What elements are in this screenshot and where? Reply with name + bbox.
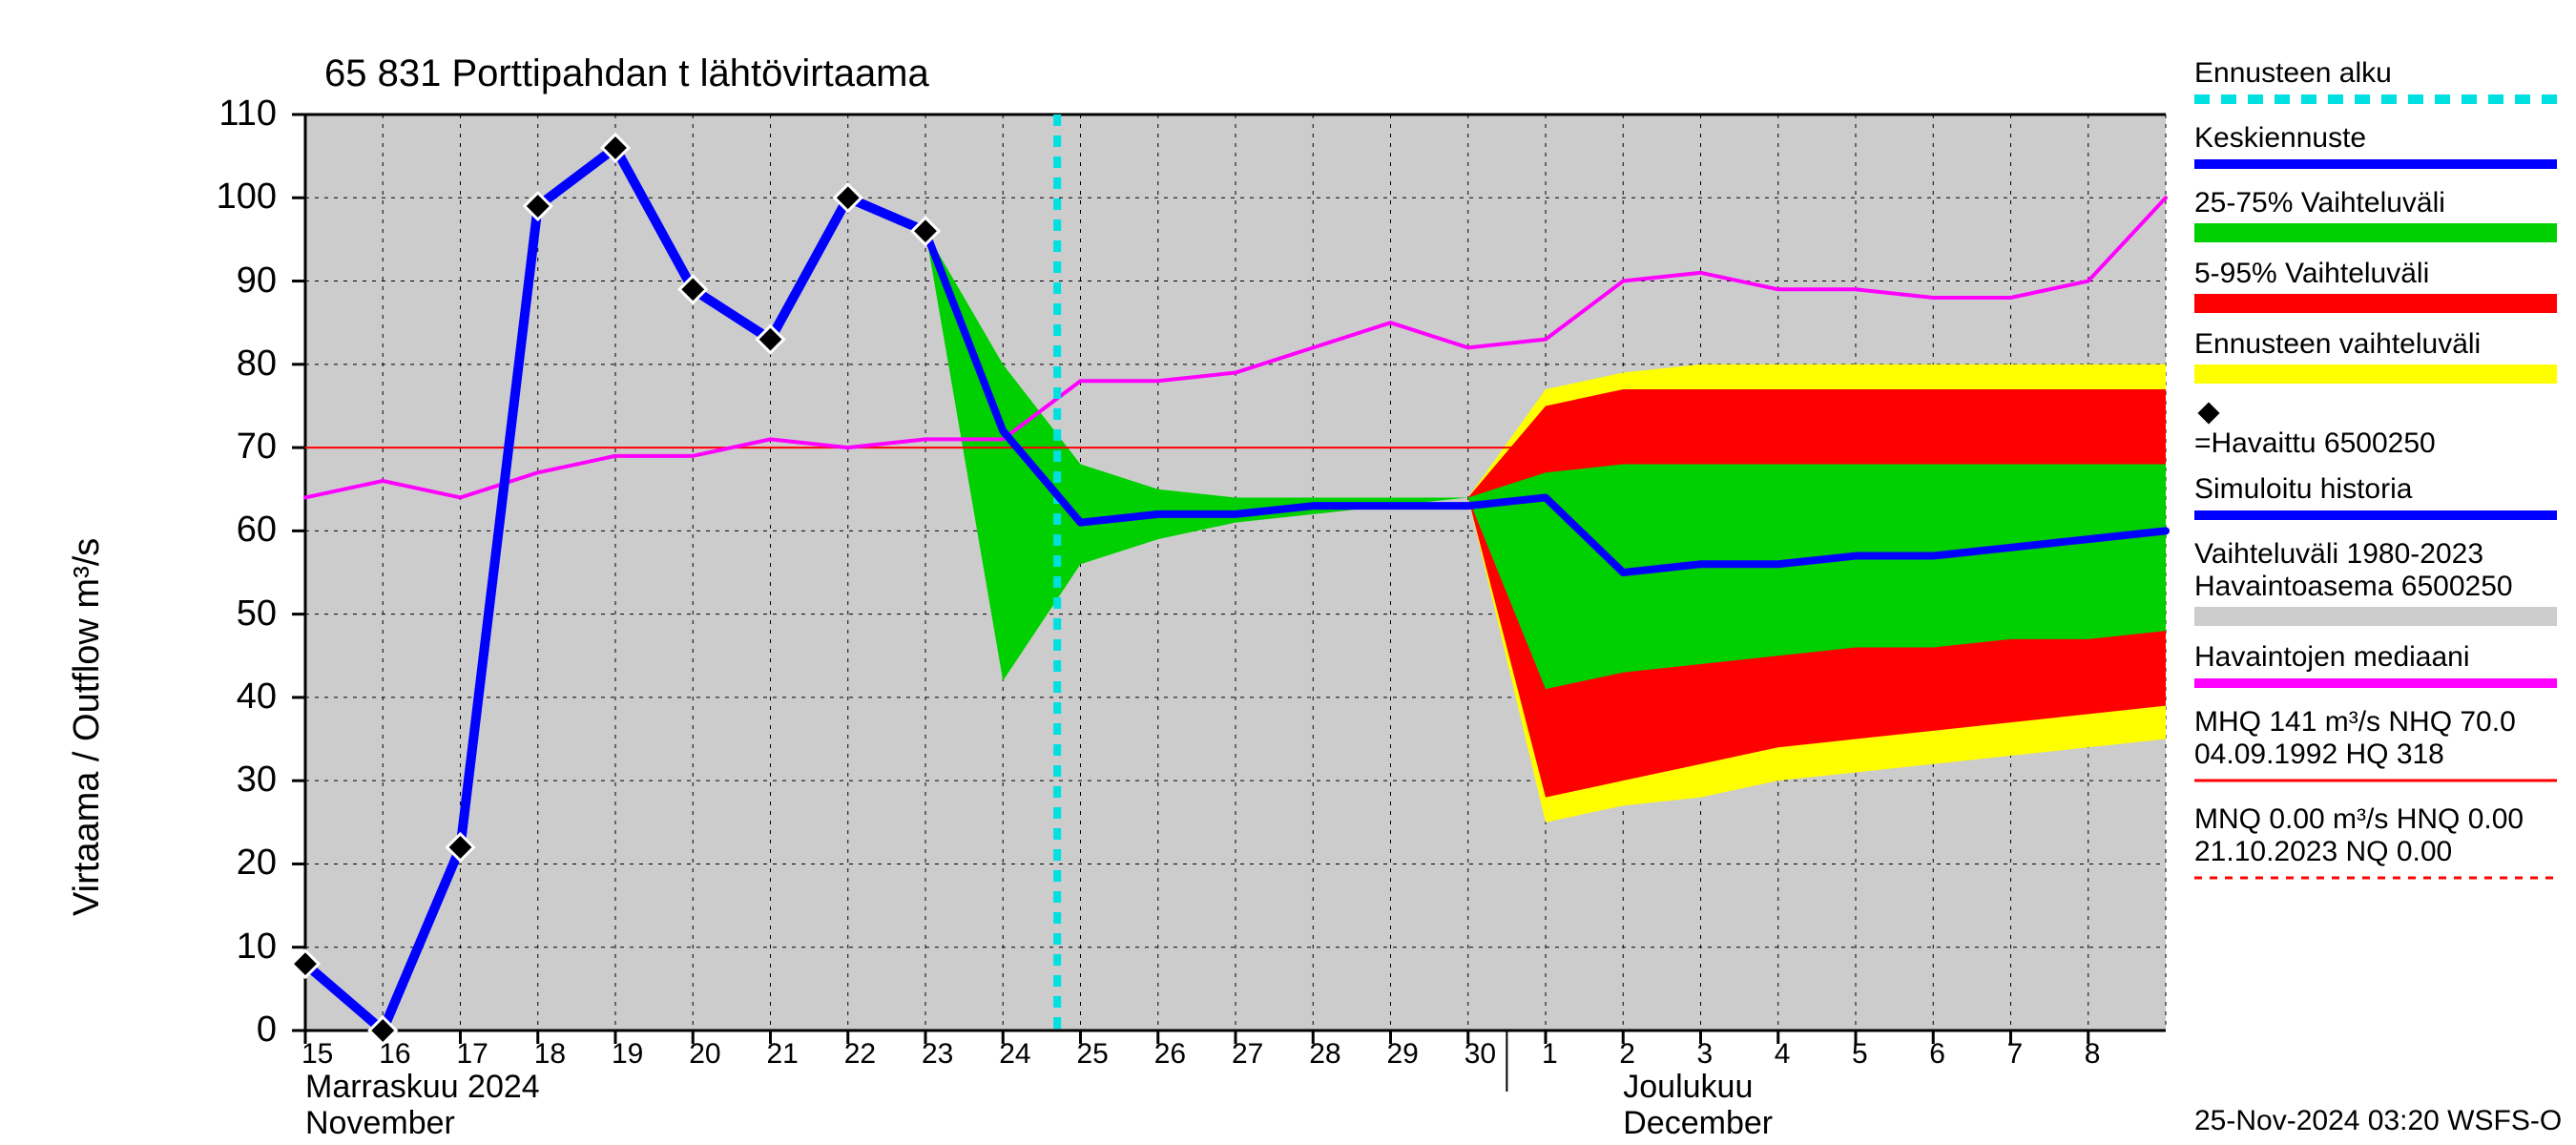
y-tick: 90 xyxy=(172,260,277,302)
legend-label: 5-95% Vaihteluväli xyxy=(2194,258,2566,290)
legend-item: Ennusteen alku xyxy=(2194,57,2566,109)
x-tick: 29 xyxy=(1387,1038,1435,1071)
x-tick: 5 xyxy=(1852,1038,1900,1071)
y-tick: 50 xyxy=(172,593,277,635)
legend-item: Simuloitu historia xyxy=(2194,473,2566,525)
x-tick: 18 xyxy=(534,1038,582,1071)
x-tick: 30 xyxy=(1465,1038,1512,1071)
legend-label: Simuloitu historia xyxy=(2194,473,2566,506)
legend-item: Havaintojen mediaani xyxy=(2194,641,2566,693)
legend-item: MHQ 141 m³/s NHQ 70.004.09.1992 HQ 318 xyxy=(2194,706,2566,790)
legend-label: MNQ 0.00 m³/s HNQ 0.00 xyxy=(2194,803,2566,836)
x-tick: 15 xyxy=(301,1038,349,1071)
legend-item: 25-75% Vaihteluväli xyxy=(2194,187,2566,244)
chart-title: 65 831 Porttipahdan t lähtövirtaama xyxy=(324,52,929,95)
y-tick: 30 xyxy=(172,760,277,801)
x-tick: 8 xyxy=(2085,1038,2132,1071)
legend-item: Keskiennuste xyxy=(2194,122,2566,174)
y-tick: 80 xyxy=(172,344,277,385)
legend-label2: Havaintoasema 6500250 xyxy=(2194,571,2566,603)
x-tick: 1 xyxy=(1542,1038,1589,1071)
x-tick: 28 xyxy=(1309,1038,1357,1071)
x-tick: 21 xyxy=(767,1038,815,1071)
x-tick: 2 xyxy=(1619,1038,1667,1071)
y-tick: 70 xyxy=(172,427,277,468)
x-tick: 19 xyxy=(612,1038,659,1071)
legend-item: =Havaittu 6500250 xyxy=(2194,399,2566,460)
legend-label: Havaintojen mediaani xyxy=(2194,641,2566,674)
y-tick: 20 xyxy=(172,843,277,884)
legend-label: MHQ 141 m³/s NHQ 70.0 xyxy=(2194,706,2566,739)
x-tick: 7 xyxy=(2007,1038,2055,1071)
legend-item: Vaihteluväli 1980-2023 Havaintoasema 650… xyxy=(2194,538,2566,628)
month2-en: December xyxy=(1623,1105,1773,1142)
x-tick: 16 xyxy=(379,1038,426,1071)
y-tick: 0 xyxy=(172,1010,277,1051)
x-tick: 26 xyxy=(1154,1038,1202,1071)
x-tick: 20 xyxy=(689,1038,737,1071)
legend-item: MNQ 0.00 m³/s HNQ 0.0021.10.2023 NQ 0.00 xyxy=(2194,803,2566,887)
legend-label2: 21.10.2023 NQ 0.00 xyxy=(2194,836,2566,868)
legend-item: Ennusteen vaihteluväli xyxy=(2194,328,2566,385)
x-tick: 27 xyxy=(1232,1038,1279,1071)
x-tick: 4 xyxy=(1775,1038,1822,1071)
x-tick: 24 xyxy=(999,1038,1047,1071)
legend-label: Ennusteen alku xyxy=(2194,57,2566,90)
legend-label: =Havaittu 6500250 xyxy=(2194,399,2566,460)
legend-item: 5-95% Vaihteluväli xyxy=(2194,258,2566,315)
legend: Ennusteen alku Keskiennuste 25-75% Vaihtel… xyxy=(2194,57,2566,901)
y-tick: 10 xyxy=(172,926,277,968)
legend-label2: 04.09.1992 HQ 318 xyxy=(2194,739,2566,771)
legend-label: 25-75% Vaihteluväli xyxy=(2194,187,2566,219)
plot-area xyxy=(0,0,2576,1145)
month1-fi: Marraskuu 2024 xyxy=(305,1069,540,1106)
x-tick: 17 xyxy=(457,1038,505,1071)
x-tick: 25 xyxy=(1077,1038,1125,1071)
x-tick: 22 xyxy=(844,1038,892,1071)
y-tick: 110 xyxy=(172,94,277,135)
y-axis-label: Virtaama / Outflow m³/s xyxy=(67,538,108,916)
y-tick: 100 xyxy=(172,177,277,218)
month1-en: November xyxy=(305,1105,455,1142)
y-tick: 40 xyxy=(172,677,277,718)
legend-label: Keskiennuste xyxy=(2194,122,2566,155)
legend-label: Ennusteen vaihteluväli xyxy=(2194,328,2566,361)
month2-fi: Joulukuu xyxy=(1623,1069,1753,1106)
legend-label: Vaihteluväli 1980-2023 xyxy=(2194,538,2566,571)
footer-timestamp: 25-Nov-2024 03:20 WSFS-O xyxy=(2194,1105,2562,1137)
x-tick: 6 xyxy=(1929,1038,1977,1071)
y-tick: 60 xyxy=(172,510,277,551)
chart-container: 65 831 Porttipahdan t lähtövirtaama Virt… xyxy=(0,0,2576,1145)
x-tick: 23 xyxy=(922,1038,969,1071)
x-tick: 3 xyxy=(1697,1038,1745,1071)
